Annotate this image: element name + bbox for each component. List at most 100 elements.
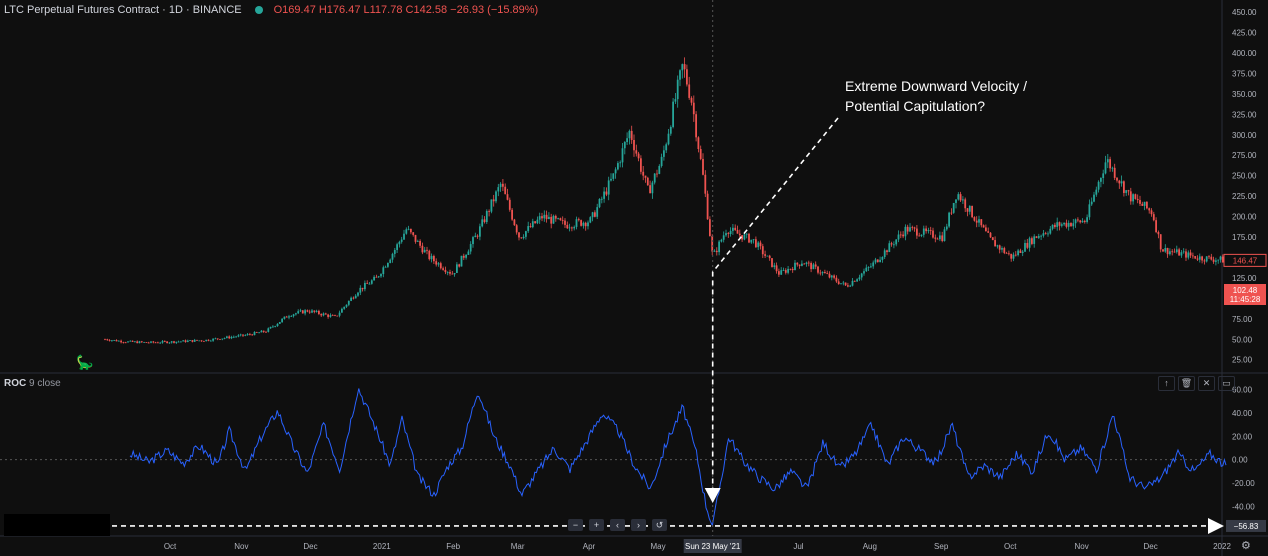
candle-body <box>177 341 180 343</box>
annotation-overlay <box>4 0 1224 536</box>
candle-body <box>771 258 773 267</box>
candle-body <box>688 84 691 98</box>
candle-body <box>840 283 842 285</box>
candle-body <box>755 239 757 248</box>
candle-body <box>1180 252 1183 256</box>
candle-body <box>129 340 132 342</box>
candle-body <box>182 340 185 342</box>
candle-body <box>718 241 720 253</box>
candle-body <box>640 158 642 172</box>
candle-body <box>1187 252 1190 258</box>
candle-body <box>336 315 339 317</box>
candle-body <box>736 230 739 234</box>
countdown-time-text: 11:45:28 <box>1230 295 1261 304</box>
candle-body <box>582 222 585 226</box>
candle-body <box>260 330 263 333</box>
candle-body <box>612 173 615 179</box>
candle-body <box>189 340 191 341</box>
candle-body <box>474 235 477 238</box>
candle-body <box>200 340 203 342</box>
candle-body <box>1164 247 1167 252</box>
gear-icon[interactable]: ⚙ <box>1241 540 1251 552</box>
candle-body <box>748 233 750 243</box>
time-tick-label: Nov <box>234 542 248 551</box>
candle-body <box>575 219 578 227</box>
candle-body <box>322 313 325 316</box>
candle-body <box>410 228 412 233</box>
candle-body <box>175 341 178 343</box>
candle-body <box>398 241 401 245</box>
candle-body <box>108 340 111 341</box>
symbol-legend[interactable]: LTC Perpetual Futures Contract · 1D · BI… <box>4 2 538 18</box>
candle-body <box>621 148 624 163</box>
scroll-right-icon[interactable]: › <box>631 519 646 531</box>
candle-body <box>633 139 635 151</box>
time-axis[interactable]: Oct Nov Dec 2021 Feb Mar Apr May Jul Aug Sep Oct Nov… <box>164 542 1232 551</box>
candle-body <box>534 221 536 224</box>
roc-axis[interactable]: -40.00 -20.00 0.00 20.00 40.00 60.00 <box>1232 386 1255 512</box>
candle-body <box>343 306 346 309</box>
candle-body <box>561 220 564 221</box>
candle-body <box>741 235 743 240</box>
candle-body <box>1102 173 1105 178</box>
candle-body <box>722 235 725 240</box>
annotation-line-2: Potential Capitulation? <box>845 98 986 114</box>
roc-value-badge <box>1226 519 1266 532</box>
candle-body <box>357 292 359 296</box>
candle-body <box>598 198 601 208</box>
candle-body <box>865 267 868 272</box>
candle-body <box>890 243 893 245</box>
candle-body <box>872 262 875 267</box>
candle-body <box>396 244 398 250</box>
candle-body <box>552 215 555 224</box>
candle-body <box>154 342 157 344</box>
candle-body <box>444 269 447 273</box>
candle-body <box>692 102 695 115</box>
candle-body <box>1203 260 1206 262</box>
candle-body <box>297 311 300 314</box>
time-tick-label: Nov <box>1074 542 1088 551</box>
candle-body <box>143 342 145 343</box>
collapse-icon[interactable]: ✕ <box>1198 376 1215 391</box>
indicator-legend[interactable]: ROC 9 close <box>4 378 61 389</box>
candle-body <box>711 236 714 252</box>
candle-body <box>251 334 254 336</box>
candle-body <box>895 239 898 245</box>
maximize-icon[interactable]: ▭ <box>1218 376 1235 391</box>
candle-body <box>1155 220 1157 233</box>
candle-body <box>971 205 973 218</box>
candle-body <box>423 249 426 253</box>
candle-body <box>262 330 265 332</box>
price-tick-label: 25.00 <box>1232 356 1253 365</box>
candle-body <box>1072 223 1075 227</box>
candle-body <box>1104 162 1107 174</box>
candle-body <box>414 234 417 242</box>
candle-body <box>173 341 175 343</box>
price-tick-label: 325.00 <box>1232 110 1257 119</box>
symbol-title[interactable]: LTC Perpetual Futures Contract · 1D · BI… <box>4 4 242 16</box>
candle-body <box>1095 189 1098 195</box>
zoom-in-icon[interactable]: + <box>589 519 604 531</box>
candle-body <box>911 227 914 229</box>
candle-body <box>623 142 626 149</box>
candle-body <box>826 273 829 274</box>
candle-body <box>1054 224 1056 227</box>
candle-body <box>1028 238 1031 248</box>
candle-body <box>897 234 900 240</box>
trash-icon[interactable]: 🗑 <box>1178 376 1195 391</box>
candle-body <box>1051 224 1054 229</box>
candle-body <box>801 263 803 266</box>
reset-icon[interactable]: ↺ <box>652 519 667 531</box>
candle-body <box>557 218 559 220</box>
candle-body <box>428 250 431 260</box>
candle-body <box>168 342 171 344</box>
arrow-up-icon[interactable]: ↑ <box>1158 376 1175 391</box>
candle-body <box>1063 222 1065 225</box>
candle-body <box>412 232 415 235</box>
candle-body <box>492 199 495 202</box>
candle-body <box>449 272 451 274</box>
scroll-left-icon[interactable]: ‹ <box>610 519 625 531</box>
zoom-out-icon[interactable]: − <box>568 519 583 531</box>
